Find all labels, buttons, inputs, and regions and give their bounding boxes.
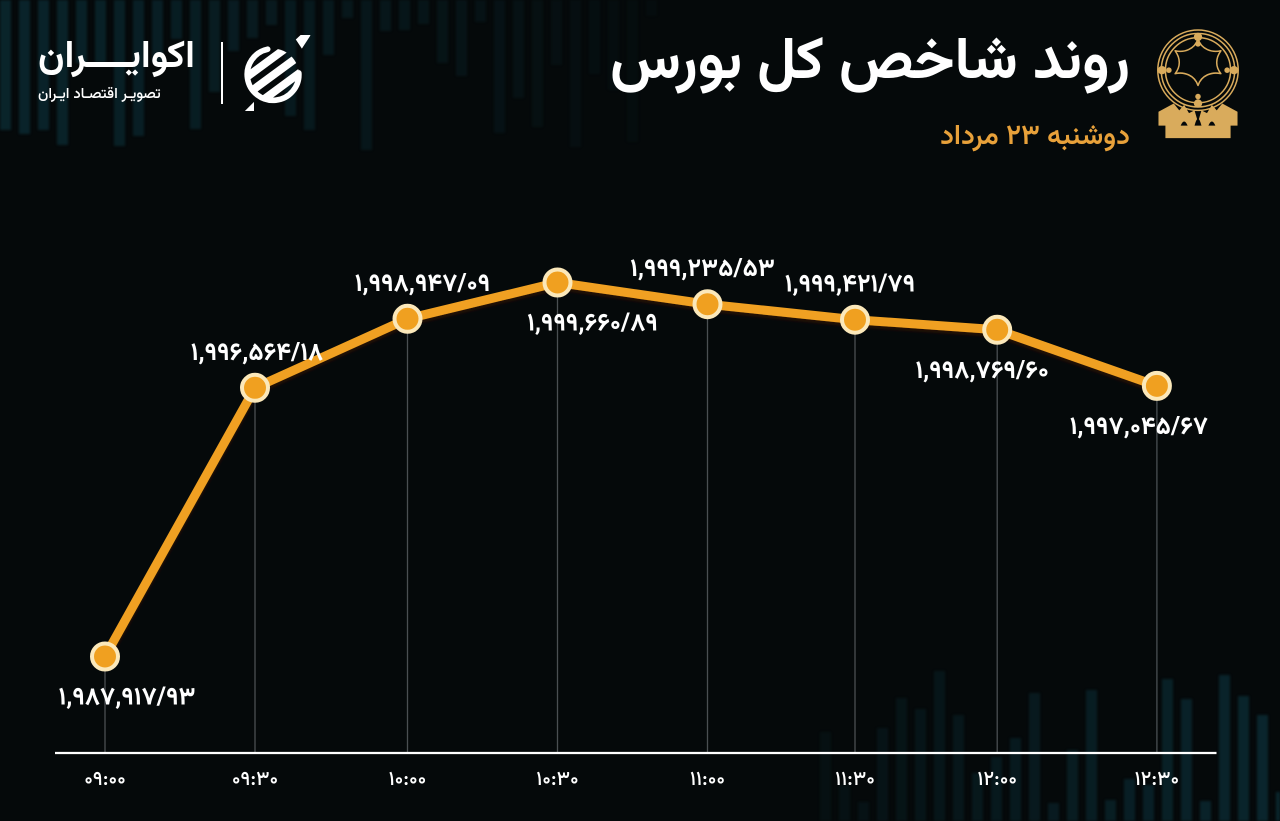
- svg-text:۱۱:۰۰: ۱۱:۰۰: [690, 764, 725, 796]
- svg-text:۰۹:۰۰: ۰۹:۰۰: [84, 764, 126, 796]
- svg-text:۱,۹۹۹,۴۲۱/۷۹: ۱,۹۹۹,۴۲۱/۷۹: [785, 267, 915, 306]
- svg-text:۱۲:۰۰: ۱۲:۰۰: [977, 764, 1017, 796]
- svg-text:۱۲:۳۰: ۱۲:۳۰: [1135, 764, 1179, 796]
- svg-text:۱,۹۹۸,۷۶۹/۶۰: ۱,۹۹۸,۷۶۹/۶۰: [915, 353, 1049, 392]
- svg-text:۱۰:۰۰: ۱۰:۰۰: [389, 764, 427, 796]
- svg-text:۱۱:۳۰: ۱۱:۳۰: [835, 764, 875, 796]
- svg-text:۱,۹۹۹,۶۶۰/۸۹: ۱,۹۹۹,۶۶۰/۸۹: [527, 306, 658, 345]
- svg-text:۱,۹۹۶,۵۶۴/۱۸: ۱,۹۹۶,۵۶۴/۱۸: [191, 335, 324, 374]
- svg-text:۱۰:۳۰: ۱۰:۳۰: [536, 764, 578, 796]
- svg-text:۰۹:۳۰: ۰۹:۳۰: [232, 764, 278, 796]
- svg-text:۱,۹۹۹,۲۳۵/۵۳: ۱,۹۹۹,۲۳۵/۵۳: [630, 251, 775, 290]
- svg-text:۱,۹۹۸,۹۴۷/۰۹: ۱,۹۹۸,۹۴۷/۰۹: [355, 266, 490, 305]
- svg-text:۱,۹۸۷,۹۱۷/۹۳: ۱,۹۸۷,۹۱۷/۹۳: [58, 680, 195, 719]
- svg-text:۱,۹۹۷,۰۴۵/۶۷: ۱,۹۹۷,۰۴۵/۶۷: [1070, 409, 1208, 448]
